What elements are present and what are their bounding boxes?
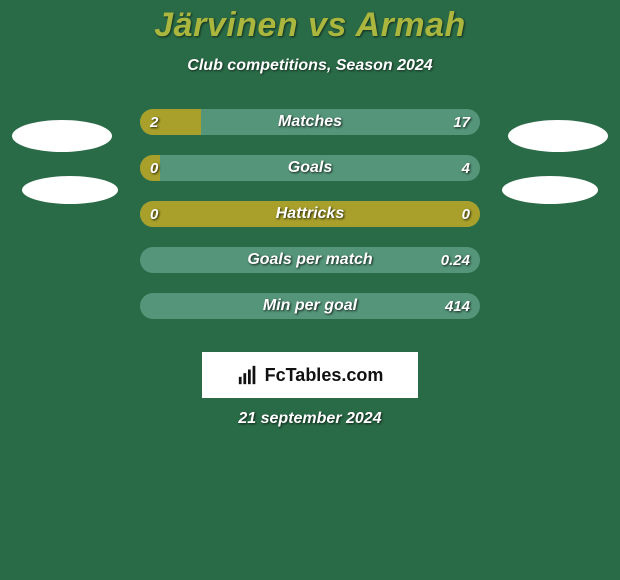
stat-bar: Min per goal (140, 293, 480, 319)
stat-value-left: 0 (150, 155, 158, 181)
stat-row: Goals per match0.24 (0, 247, 620, 273)
stat-bar: Matches (140, 109, 480, 135)
stat-bar: Goals per match (140, 247, 480, 273)
stat-label: Goals (140, 155, 480, 181)
stat-value-right: 0.24 (441, 247, 470, 273)
stat-value-right: 4 (462, 155, 470, 181)
stat-value-left: 0 (150, 201, 158, 227)
stat-row: Matches2 17 (0, 109, 620, 135)
comparison-infographic: Järvinen vs Armah Club competitions, Sea… (0, 0, 620, 580)
page-title: Järvinen vs Armah (0, 0, 620, 45)
stat-row: Min per goal414 (0, 293, 620, 319)
stat-bar-left-fill (140, 201, 480, 227)
stat-value-right: 0 (462, 201, 470, 227)
stat-row: Hattricks0 0 (0, 201, 620, 227)
source-logo: FcTables.com (202, 352, 418, 398)
stat-bar: Hattricks (140, 201, 480, 227)
logo-text: FcTables.com (265, 365, 384, 386)
subtitle: Club competitions, Season 2024 (0, 57, 620, 75)
snapshot-date: 21 september 2024 (0, 410, 620, 428)
stat-value-right: 414 (445, 293, 470, 319)
stat-row: Goals0 4 (0, 155, 620, 181)
stat-value-left: 2 (150, 109, 158, 135)
stat-bar: Goals (140, 155, 480, 181)
stat-label: Min per goal (140, 293, 480, 319)
stat-label: Goals per match (140, 247, 480, 273)
stat-value-right: 17 (453, 109, 470, 135)
bar-chart-icon (237, 364, 259, 386)
